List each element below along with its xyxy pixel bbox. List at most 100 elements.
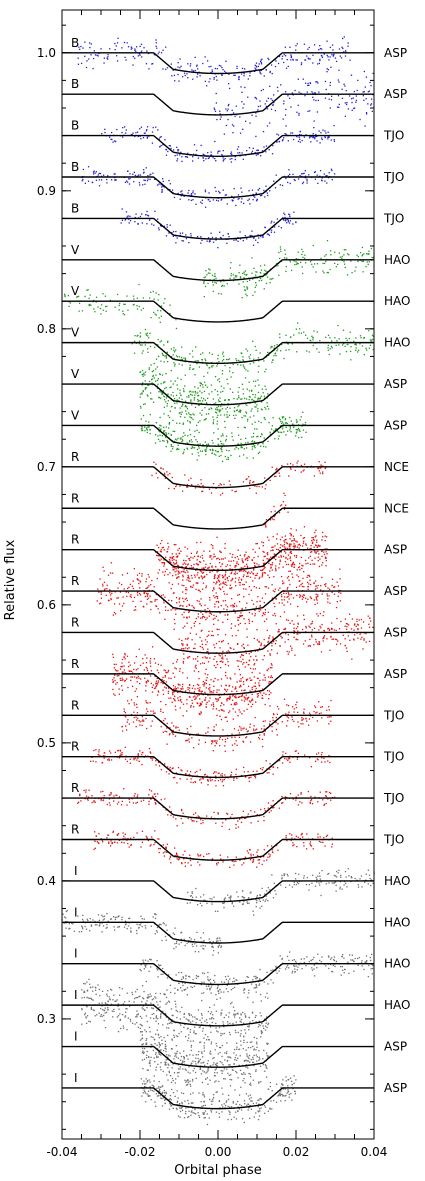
data-point <box>292 540 294 542</box>
data-point <box>194 647 196 650</box>
data-point <box>160 305 162 308</box>
data-point <box>269 667 272 669</box>
data-point <box>361 254 364 256</box>
data-point <box>283 599 286 601</box>
data-point <box>213 78 215 80</box>
data-point <box>308 351 310 353</box>
data-point <box>299 544 301 547</box>
data-point <box>190 586 192 588</box>
data-point <box>143 591 145 594</box>
data-point <box>219 550 221 552</box>
data-point <box>131 672 134 674</box>
data-point <box>215 237 217 239</box>
data-point <box>146 657 148 659</box>
data-point <box>263 189 265 192</box>
data-point <box>169 733 171 735</box>
model-curve <box>62 176 374 199</box>
data-point <box>154 442 157 444</box>
data-point <box>216 698 218 700</box>
data-point <box>227 697 229 700</box>
data-point <box>208 683 211 686</box>
data-point <box>286 422 288 425</box>
data-point <box>264 371 266 373</box>
data-point <box>221 370 224 372</box>
data-point <box>144 591 146 593</box>
data-point <box>241 699 243 701</box>
data-point <box>218 64 220 67</box>
data-point <box>132 64 134 66</box>
data-point <box>222 650 224 653</box>
data-point <box>314 531 316 534</box>
data-point <box>210 384 213 386</box>
data-point <box>273 180 275 182</box>
data-point <box>160 315 162 317</box>
data-point <box>287 587 289 589</box>
data-point <box>179 232 182 234</box>
data-point <box>301 595 304 598</box>
data-point <box>262 392 264 394</box>
data-point <box>280 260 283 263</box>
data-point <box>345 350 348 353</box>
data-point <box>231 556 233 558</box>
data-point <box>182 423 184 425</box>
data-point <box>90 304 92 306</box>
data-point <box>192 70 194 72</box>
data-point <box>114 674 116 676</box>
data-point <box>156 379 159 382</box>
data-point <box>173 676 176 678</box>
data-point <box>172 691 174 693</box>
data-point <box>248 611 251 614</box>
data-point <box>193 574 196 576</box>
data-point <box>192 190 194 192</box>
data-point <box>219 666 222 669</box>
data-point <box>299 138 301 140</box>
data-point <box>224 634 227 636</box>
data-point <box>188 479 190 481</box>
data-point <box>151 223 153 225</box>
data-point <box>202 62 204 65</box>
data-point <box>284 114 287 116</box>
data-point <box>167 340 169 342</box>
data-point <box>212 482 215 485</box>
data-point <box>77 57 79 59</box>
data-point <box>278 472 280 474</box>
data-point <box>259 445 262 447</box>
data-point <box>194 620 197 623</box>
data-point <box>283 546 286 548</box>
data-point <box>226 737 229 739</box>
data-point <box>209 556 211 558</box>
data-point <box>157 477 159 479</box>
data-point <box>186 408 189 410</box>
data-point <box>247 730 249 732</box>
data-point <box>186 447 188 449</box>
data-point <box>327 628 329 630</box>
data-point <box>241 645 243 647</box>
data-point <box>264 406 266 409</box>
data-point <box>210 613 213 615</box>
data-point <box>319 558 321 560</box>
data-point <box>271 99 274 102</box>
data-point <box>234 556 236 559</box>
data-point <box>204 699 207 701</box>
data-point <box>197 564 200 566</box>
data-point <box>144 132 146 134</box>
data-point <box>254 668 257 670</box>
data-point <box>264 488 266 490</box>
data-point <box>299 174 301 177</box>
data-point <box>297 623 299 625</box>
data-point <box>173 699 176 701</box>
data-point <box>90 43 92 45</box>
data-point <box>254 609 256 611</box>
data-point <box>253 195 255 197</box>
data-point <box>244 697 246 699</box>
data-point <box>182 563 184 565</box>
data-point <box>260 63 263 65</box>
data-point <box>165 671 167 674</box>
data-point <box>286 596 288 598</box>
data-point <box>213 432 215 434</box>
data-point <box>211 570 213 572</box>
data-point <box>172 567 174 569</box>
data-point <box>236 744 238 746</box>
data-point <box>278 225 280 228</box>
data-point <box>187 563 189 565</box>
